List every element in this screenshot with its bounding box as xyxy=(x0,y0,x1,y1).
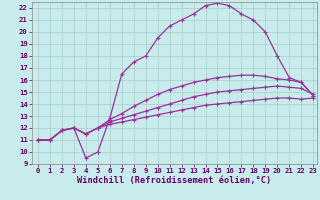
X-axis label: Windchill (Refroidissement éolien,°C): Windchill (Refroidissement éolien,°C) xyxy=(77,176,272,185)
